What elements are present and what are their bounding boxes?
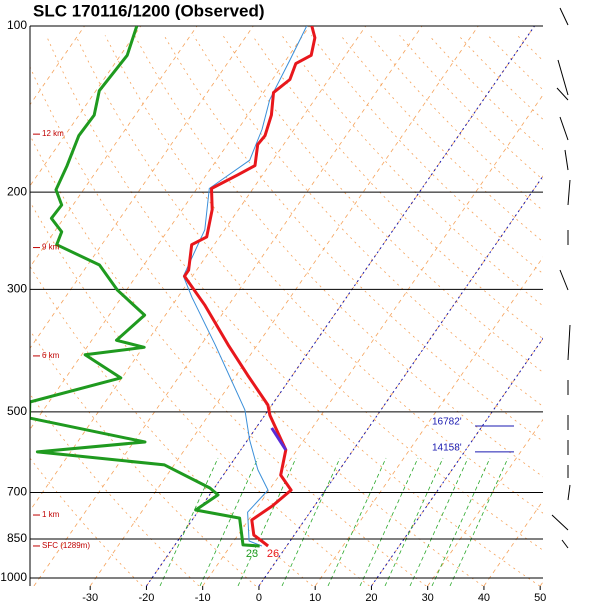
y-tick-label: 100 [7, 18, 27, 32]
dry-adiabat [487, 35, 543, 91]
dry-adiabat [30, 134, 427, 586]
freezing-isotherm [146, 26, 535, 586]
height-label: 12 km [42, 129, 64, 138]
mixing-ratio [159, 457, 219, 586]
x-tick-label: 10 [309, 592, 321, 604]
isotherm [30, 26, 367, 512]
x-tick-label: -20 [138, 592, 154, 604]
x-tick-label: 30 [422, 592, 434, 604]
mixing-ratio [449, 457, 509, 586]
dry-adiabat [30, 65, 484, 586]
x-tick-label: 20 [365, 592, 377, 604]
isotherm [30, 26, 85, 106]
dry-adiabat [30, 329, 257, 586]
dry-adiabat [30, 265, 313, 586]
x-tick-label: 0 [256, 592, 262, 604]
mixing-ratio [431, 457, 491, 586]
grid [30, 25, 543, 590]
dry-adiabat [30, 393, 200, 586]
isotherm [539, 581, 543, 586]
dry-adiabat [30, 200, 370, 586]
profile-line [270, 427, 288, 451]
dry-adiabat [45, 35, 541, 586]
dry-adiabat [517, 35, 543, 62]
y-tick-label: 500 [7, 404, 27, 418]
x-tick-label: -10 [195, 592, 211, 604]
freezing-isotherm [258, 175, 543, 586]
surface-label: 26 [267, 548, 279, 560]
mixing-ratio [281, 457, 341, 586]
isotherm [30, 26, 254, 349]
dry-adiabat [193, 35, 543, 407]
isotherm [89, 26, 479, 586]
isotherm [427, 418, 543, 586]
y-tick-label: 850 [7, 531, 27, 545]
x-tick-label: 40 [478, 592, 490, 604]
dry-adiabat [281, 35, 543, 307]
dry-adiabat [222, 35, 543, 373]
profile-line [30, 26, 260, 548]
freezing-isotherm [371, 337, 543, 586]
dry-adiabat [251, 35, 543, 340]
mixing-ratio [237, 457, 297, 586]
mixing-ratio [409, 457, 469, 586]
dry-adiabat [75, 35, 543, 551]
profile-line [182, 26, 308, 547]
height-label: SFC (1289m) [42, 541, 90, 550]
level-label: 16782' [432, 417, 462, 428]
dry-adiabat [340, 35, 543, 243]
mixing-ratio [327, 457, 387, 586]
dry-adiabat [310, 35, 543, 275]
dry-adiabat [428, 35, 543, 150]
dry-adiabat [30, 457, 143, 586]
labels: 100 200 300 500 700 850 1000 -30 -20 -10 0 10 20 30 40… [0, 18, 546, 604]
level-label: 14158' [432, 443, 462, 454]
isotherm [258, 175, 543, 586]
mixing-ratio [384, 457, 444, 586]
isotherm [30, 26, 142, 187]
mixing-ratio [199, 457, 259, 586]
isotherm [0, 26, 28, 586]
chart-title: SLC 170116/1200 (Observed) [33, 1, 265, 20]
mixing-ratio [359, 457, 419, 586]
profile-line [183, 26, 317, 548]
isotherm [33, 26, 423, 586]
isotherm [30, 26, 310, 431]
x-tick-label: 50 [534, 592, 546, 604]
height-label: 6 km [42, 351, 60, 360]
isotherm [483, 500, 543, 586]
y-tick-label: 300 [7, 282, 27, 296]
background-lines [0, 26, 543, 586]
dry-adiabat [369, 35, 543, 212]
surface-label: 23 [246, 548, 258, 560]
y-tick-label: 700 [7, 485, 27, 499]
y-tick-label: 200 [7, 184, 27, 198]
height-label: 9 km [42, 243, 60, 252]
isotherm [371, 337, 543, 586]
y-tick-label: 1000 [0, 570, 27, 584]
x-tick-label: -30 [82, 592, 98, 604]
height-label: 1 km [42, 510, 60, 519]
dry-adiabat [104, 35, 543, 514]
wind-barbs [551, 7, 571, 549]
profiles [30, 26, 317, 548]
